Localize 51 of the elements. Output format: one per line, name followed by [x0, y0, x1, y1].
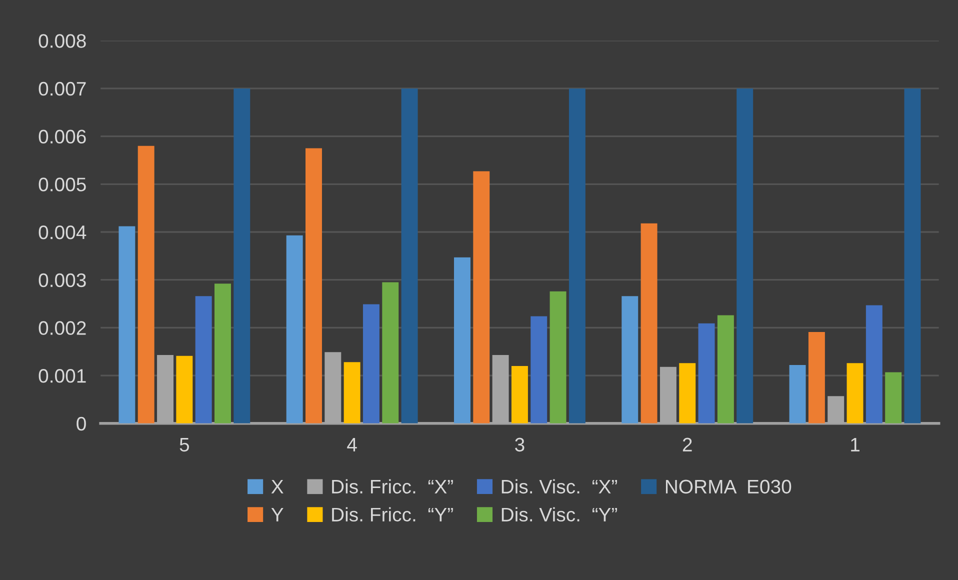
bar	[473, 171, 490, 424]
bar	[640, 223, 658, 424]
bar	[118, 226, 136, 424]
bar	[234, 88, 250, 424]
x-tick-label: 4	[347, 438, 357, 452]
bar	[550, 291, 566, 424]
y-tick-label: 0.006	[38, 130, 86, 144]
bar	[885, 372, 902, 424]
bar	[717, 315, 734, 424]
bar	[789, 365, 806, 424]
legend-label: Dis. Fricc. “X”	[332, 479, 453, 494]
y-tick-label: 0	[76, 416, 86, 431]
bar	[382, 282, 399, 424]
y-tick-label: 0.004	[38, 225, 86, 240]
x-tick-label: 2	[682, 438, 692, 452]
bar	[866, 305, 882, 424]
bar	[736, 88, 754, 424]
bar	[568, 88, 586, 424]
bar	[698, 323, 715, 424]
bar	[808, 332, 825, 424]
bar	[344, 362, 360, 424]
bar	[286, 235, 303, 424]
legend-label: NORMA E030	[666, 480, 792, 494]
x-tick-label: 3	[515, 438, 524, 452]
legend-label: Dis. Visc. “X”	[502, 479, 617, 494]
bar	[622, 296, 638, 424]
bar	[530, 316, 548, 424]
bar	[401, 88, 418, 424]
bar	[362, 304, 380, 424]
y-tick-label: 0.007	[38, 82, 86, 96]
y-tick-label: 0.002	[38, 321, 86, 335]
bar	[306, 148, 322, 424]
x-tick-label: 5	[180, 438, 190, 452]
bar	[846, 363, 864, 424]
legend-label: Dis. Fricc. “Y”	[332, 507, 453, 522]
bar	[454, 257, 470, 424]
bar	[904, 88, 921, 424]
bar	[195, 296, 212, 424]
bar	[511, 366, 528, 424]
bar	[679, 363, 696, 424]
y-tick-label: 0.005	[38, 178, 86, 192]
x-tick-label: 1	[851, 438, 860, 452]
y-tick-label: 0.001	[38, 369, 86, 383]
bar	[176, 356, 193, 424]
legend-label: Dis. Visc. “Y”	[502, 507, 617, 522]
y-tick-label: 0.008	[38, 34, 86, 48]
bar	[214, 284, 231, 424]
y-tick-label: 0.003	[38, 273, 86, 288]
legend-label: Y	[271, 508, 284, 522]
legend-label: X	[271, 480, 284, 494]
bar	[138, 146, 154, 424]
